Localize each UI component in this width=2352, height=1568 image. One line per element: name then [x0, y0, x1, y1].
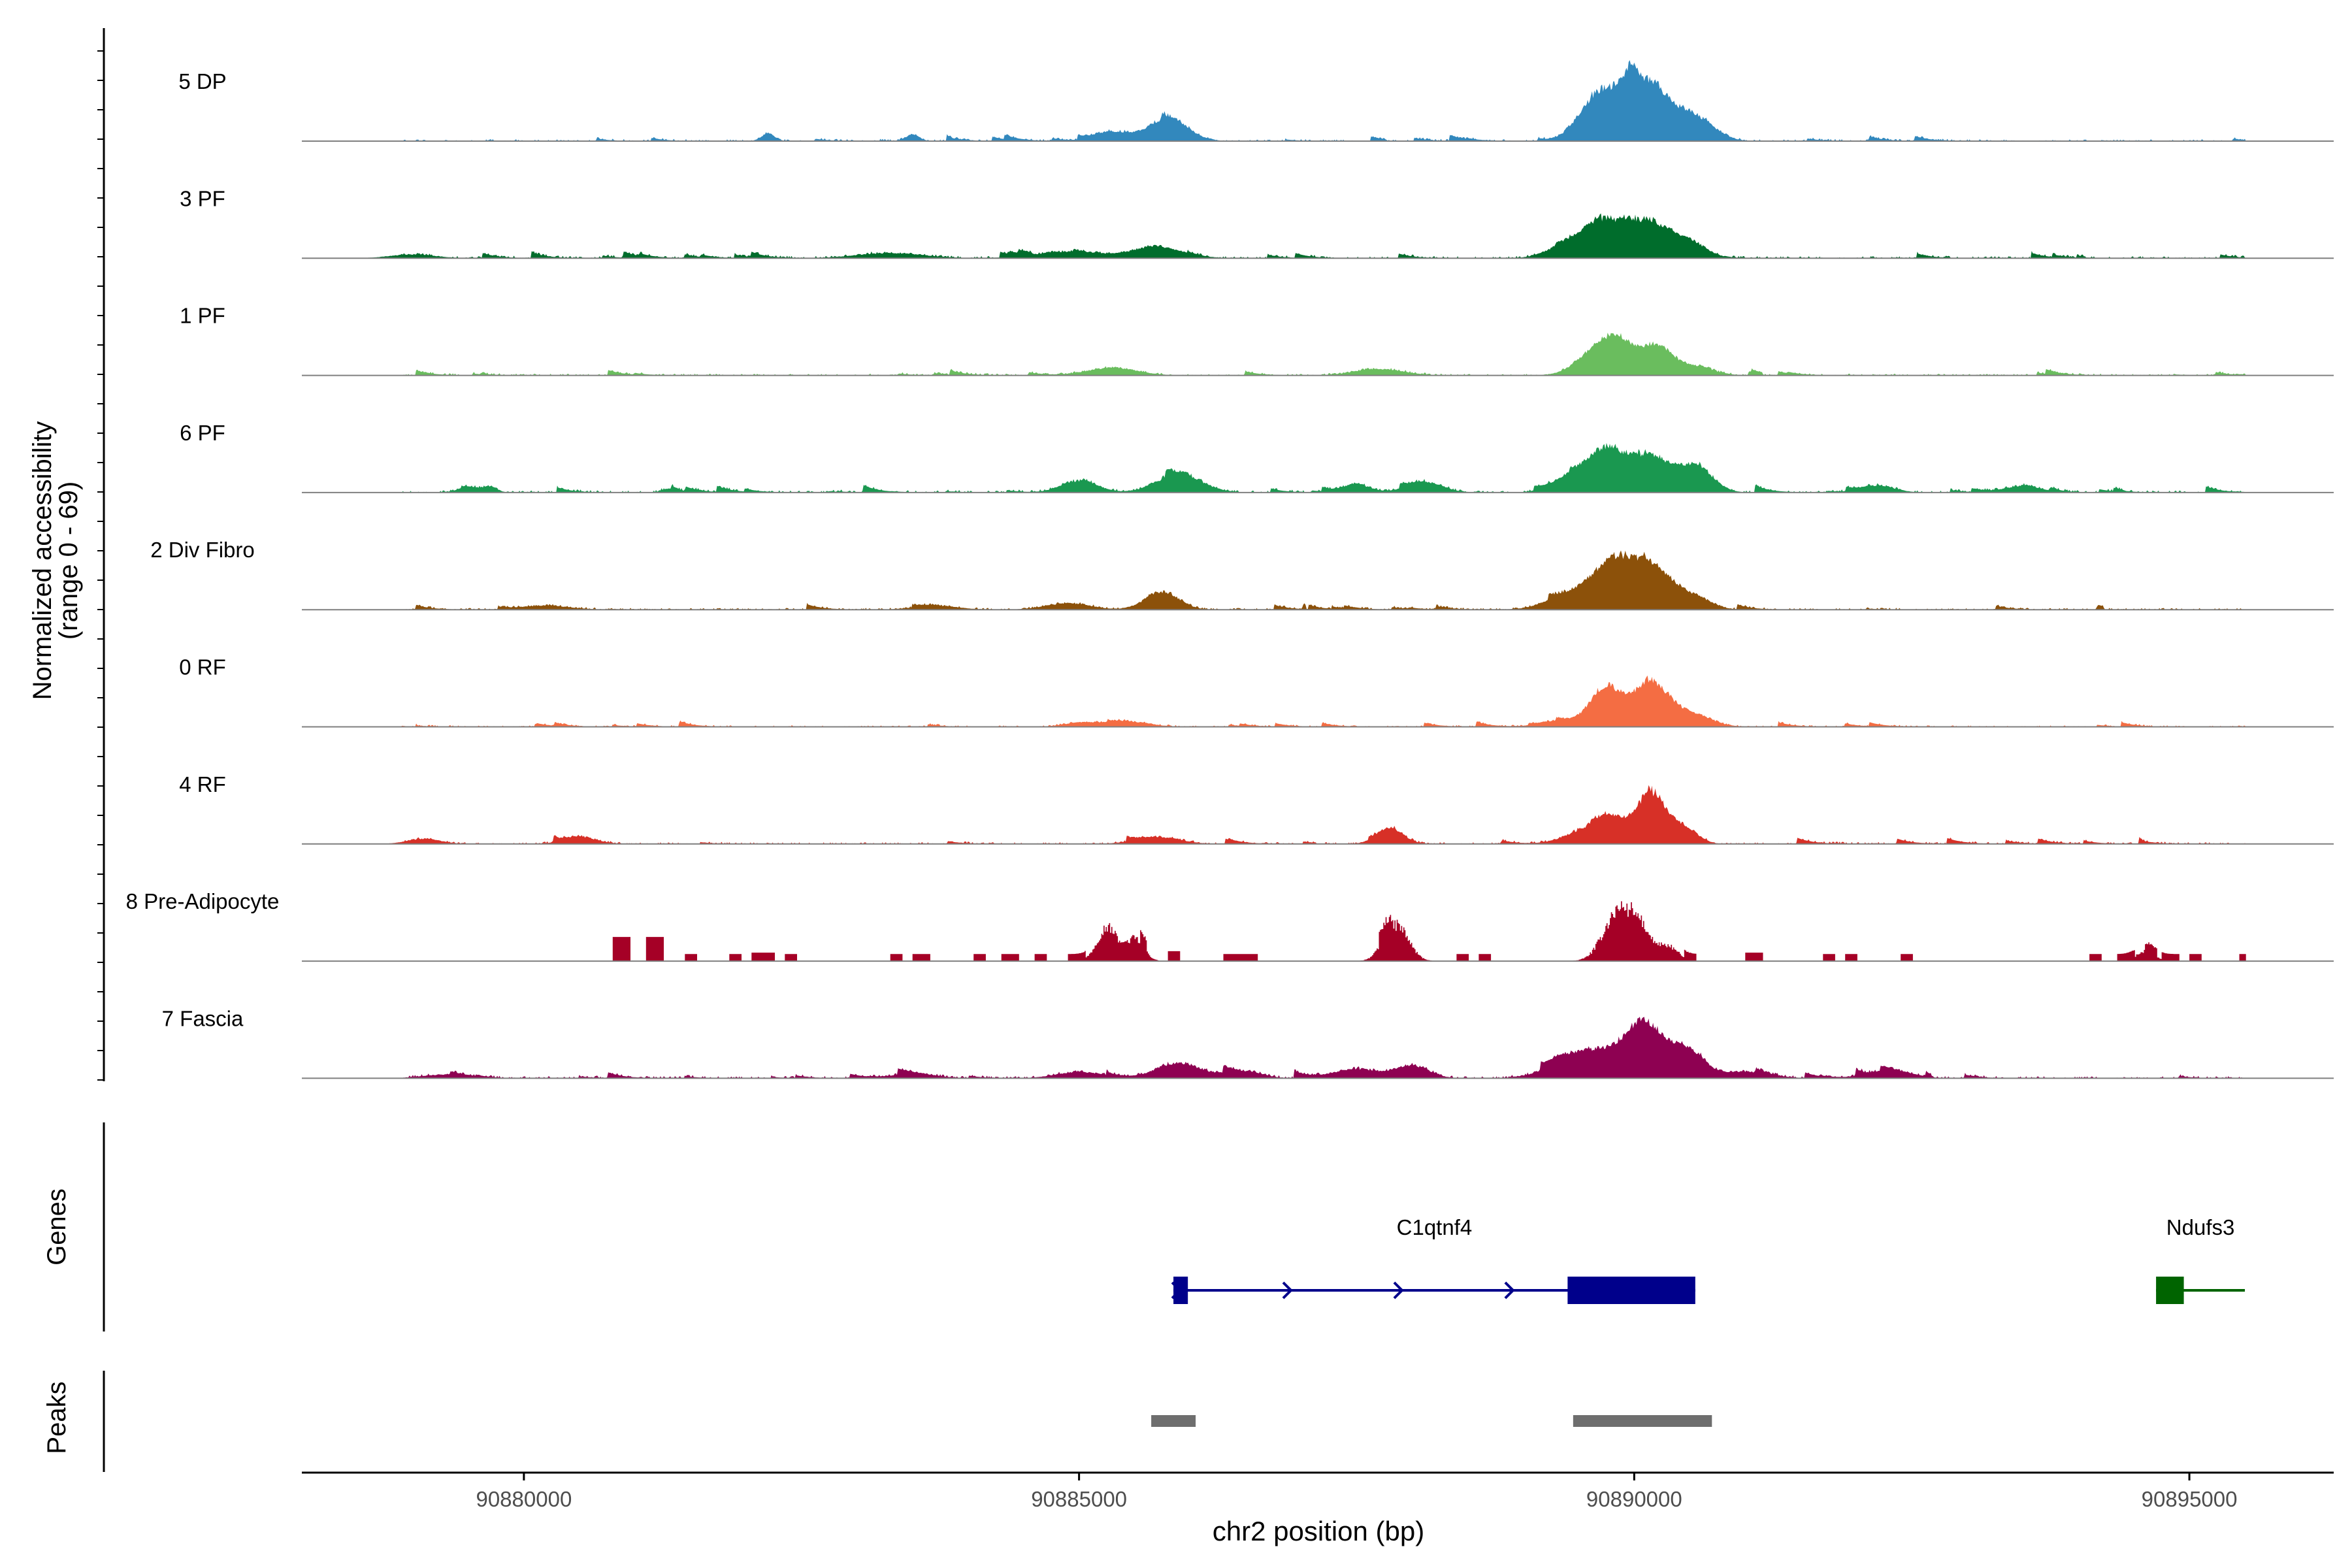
x-axis-title: chr2 position (bp): [1213, 1516, 1425, 1546]
coverage-area: [302, 901, 2335, 962]
gene-ndufs3: Ndufs3: [2156, 1215, 2246, 1304]
track-label: 6 PF: [180, 421, 225, 445]
x-tick-label: 90885000: [1031, 1487, 1127, 1511]
coverage-area: [302, 1017, 2334, 1079]
peak-region: [1573, 1415, 1712, 1427]
coverage-area: [302, 60, 2334, 141]
gene-name-label: Ndufs3: [2166, 1215, 2235, 1239]
track-label: 7 Fascia: [162, 1006, 244, 1030]
x-tick-label: 90895000: [2142, 1487, 2238, 1511]
gene-annotation-track: C1qtnf4 Ndufs3: [103, 1122, 2246, 1331]
track-4-rf: 4 RF: [179, 772, 2334, 845]
coverage-area: [302, 676, 2334, 727]
track-label: 5 DP: [178, 69, 226, 93]
strand-arrow: [1171, 1281, 1182, 1299]
peaks-track: [103, 1371, 1712, 1472]
y-axis-label-line1: Normalized accessibility: [28, 421, 57, 700]
x-tick-label: 90890000: [1586, 1487, 1682, 1511]
gene-exon: [1567, 1277, 1695, 1304]
y-axis-label-line2: (range 0 - 69): [54, 482, 83, 640]
track-label: 1 PF: [180, 304, 225, 328]
track-label: 2 Div Fibro: [150, 538, 255, 562]
x-tick-label: 90880000: [476, 1487, 572, 1511]
track-1-pf: 1 PF: [180, 304, 2334, 376]
track-5-dp: 5 DP: [178, 60, 2334, 142]
genes-track-label: Genes: [42, 1188, 71, 1266]
track-3-pf: 3 PF: [180, 186, 2334, 259]
gene-exon: [2156, 1277, 2184, 1304]
strand-arrow: [1282, 1281, 1293, 1299]
coverage-area: [302, 550, 2334, 610]
strand-arrow: [1393, 1281, 1404, 1299]
track-2-div-fibro: 2 Div Fibro: [150, 538, 2334, 611]
track-6-pf: 6 PF: [180, 421, 2334, 493]
track-label: 0 RF: [179, 655, 226, 679]
gene-name-label: C1qtnf4: [1397, 1215, 1473, 1239]
x-axis: 90880000 90885000 90890000 90895000: [302, 1471, 2334, 1511]
track-label: 8 Pre-Adipocyte: [126, 889, 280, 913]
coverage-tracks: 5 DP 3 PF 1 PF 6 PF 2 Div Fibro 0 RF 4 RF 8 Pre…: [97, 28, 2335, 1081]
peaks-track-label: Peaks: [42, 1381, 71, 1454]
track-label: 3 PF: [180, 186, 225, 210]
track-0-rf: 0 RF: [179, 655, 2334, 728]
coverage-area: [302, 333, 2334, 376]
gene-c1qtnf4: C1qtnf4: [1171, 1215, 1695, 1304]
coverage-area: [302, 443, 2334, 493]
coverage-area: [302, 213, 2334, 259]
track-7-fascia: 7 Fascia: [162, 1006, 2334, 1079]
track-label: 4 RF: [179, 772, 226, 796]
peak-region: [1151, 1415, 1196, 1427]
coverage-area: [302, 785, 2334, 844]
strand-arrow: [1504, 1281, 1515, 1299]
track-8-pre-adipocyte: 8 Pre-Adipocyte: [126, 889, 2335, 962]
